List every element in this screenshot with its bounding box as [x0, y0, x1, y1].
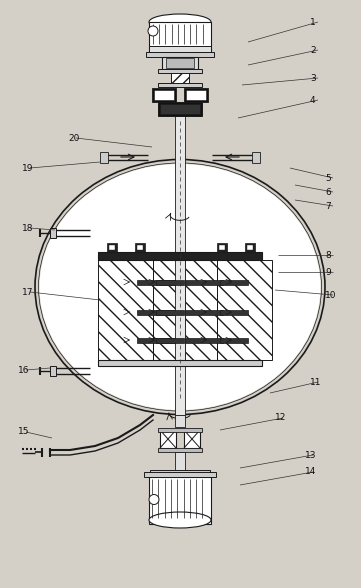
Bar [109, 245, 115, 250]
Bar [107, 243, 117, 252]
Bar [98, 260, 153, 360]
Bar [149, 22, 211, 52]
Text: 7: 7 [325, 202, 331, 211]
Ellipse shape [149, 512, 211, 528]
Bar [156, 310, 184, 315]
Bar [247, 245, 253, 250]
Text: 6: 6 [325, 188, 331, 196]
Bar [154, 90, 174, 100]
Bar [158, 448, 202, 452]
Text: 20: 20 [68, 133, 79, 142]
Bar [135, 243, 145, 252]
Text: 12: 12 [275, 413, 286, 423]
Bar [158, 83, 202, 87]
Bar [220, 338, 248, 343]
Ellipse shape [35, 159, 325, 415]
Bar [217, 243, 227, 252]
Bar [100, 152, 108, 163]
Bar [98, 360, 262, 366]
Bar [152, 88, 176, 102]
Bar [137, 310, 175, 315]
Bar [171, 69, 189, 87]
Bar [185, 260, 217, 360]
Bar [175, 116, 185, 415]
Bar [137, 245, 143, 250]
Bar [156, 338, 184, 343]
Bar [50, 228, 56, 238]
Text: 16: 16 [18, 366, 30, 375]
Text: 2: 2 [310, 45, 316, 55]
Circle shape [148, 26, 158, 36]
Text: 17: 17 [22, 288, 34, 296]
Bar [162, 57, 198, 69]
Bar [149, 477, 211, 524]
Bar [175, 452, 185, 470]
Bar [160, 104, 200, 114]
Text: 4: 4 [310, 95, 316, 105]
Text: 13: 13 [305, 450, 317, 459]
Text: 18: 18 [22, 223, 34, 232]
Ellipse shape [39, 164, 321, 410]
Text: 9: 9 [325, 268, 331, 276]
Bar [158, 428, 202, 432]
Bar [158, 69, 202, 73]
Bar [186, 90, 206, 100]
Bar [153, 260, 185, 360]
Bar [219, 245, 225, 250]
Text: 14: 14 [305, 467, 316, 476]
Bar [185, 280, 223, 285]
Bar [184, 430, 200, 448]
Bar [50, 366, 56, 376]
Bar [137, 280, 175, 285]
Bar [137, 338, 175, 343]
Bar [156, 280, 184, 285]
Bar [175, 415, 185, 427]
Bar [98, 252, 262, 260]
Bar [220, 280, 248, 285]
Text: 8: 8 [325, 250, 331, 259]
Bar [185, 338, 223, 343]
Ellipse shape [149, 14, 211, 30]
Bar [217, 260, 272, 360]
Bar [160, 430, 176, 448]
Bar [150, 470, 210, 477]
Bar [158, 102, 202, 116]
Bar [184, 88, 208, 102]
Bar [149, 46, 211, 52]
Bar [220, 310, 248, 315]
Bar [144, 472, 216, 477]
Circle shape [149, 495, 159, 505]
Bar [185, 310, 223, 315]
Text: 10: 10 [325, 290, 336, 299]
Bar [166, 58, 194, 68]
Bar [146, 52, 214, 57]
Text: 1: 1 [310, 18, 316, 26]
Text: 5: 5 [325, 173, 331, 182]
Bar [252, 152, 260, 163]
Text: 11: 11 [310, 377, 322, 386]
Text: 19: 19 [22, 163, 34, 172]
Bar [245, 243, 255, 252]
Text: 3: 3 [310, 74, 316, 82]
Text: 15: 15 [18, 427, 30, 436]
